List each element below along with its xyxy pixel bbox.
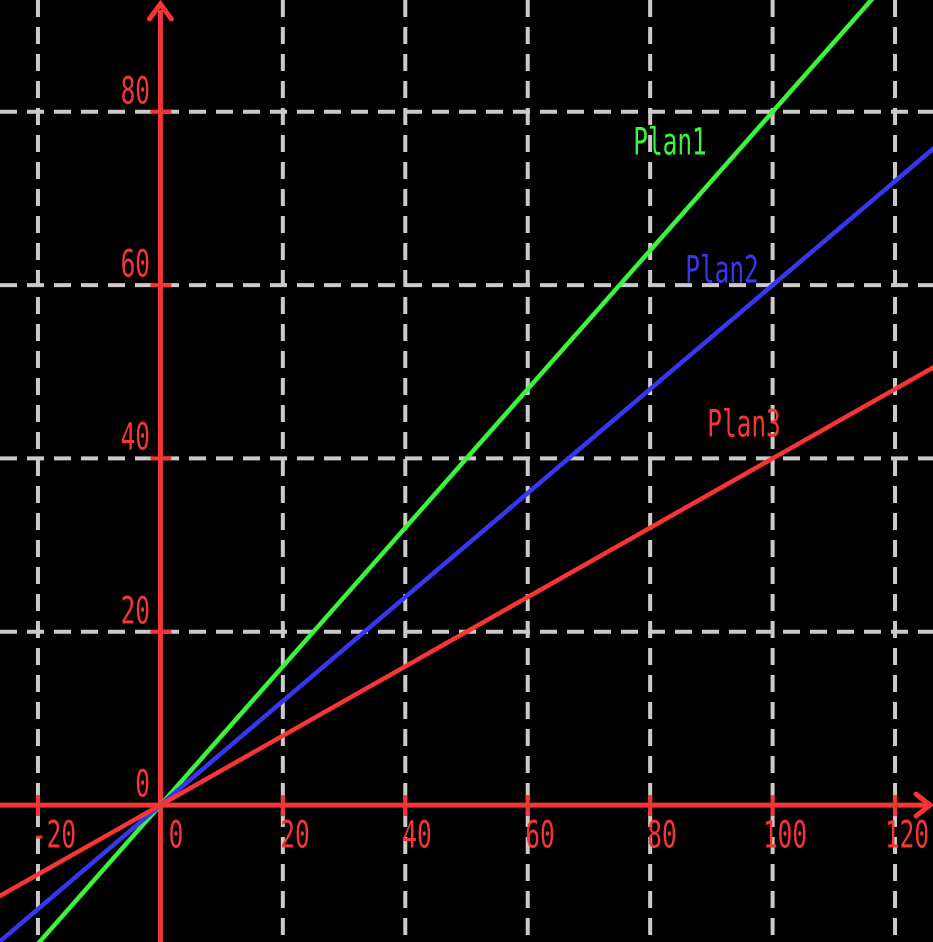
x-tick-label: 100 — [751, 817, 818, 854]
y-tick-label-text: 40 — [120, 415, 151, 459]
series-label-plan2: Plan2 — [666, 252, 777, 289]
x-tick-label: 20 — [273, 817, 318, 854]
x-tick-label-text: 40 — [402, 813, 432, 857]
series-label-plan2-text: Plan2 — [685, 248, 759, 292]
y-tick-label: 60 — [106, 242, 151, 286]
x-tick-label: -20 — [21, 817, 88, 854]
x-tick-label: 60 — [517, 817, 562, 854]
y-tick-label-text: 0 — [135, 762, 151, 806]
y-tick-label-text: 60 — [120, 242, 151, 286]
x-tick-label-text: 60 — [525, 813, 555, 857]
series-line-plan2 — [0, 145, 933, 942]
x-tick-label: 40 — [395, 817, 440, 854]
x-tick-label-text: 100 — [762, 813, 807, 857]
series-label-plan3-text: Plan3 — [707, 402, 781, 446]
y-tick-label: 20 — [106, 589, 151, 633]
series-label-plan1: Plan1 — [614, 124, 725, 161]
y-axis-arrow-icon — [146, 0, 174, 22]
x-tick-label-text: 80 — [647, 813, 677, 857]
x-tick-label-text: 0 — [169, 813, 184, 857]
y-tick-label-text: 80 — [120, 69, 151, 113]
series-line-plan3 — [0, 365, 933, 899]
series-label-plan1-text: Plan1 — [632, 120, 707, 164]
x-tick-label-text: 20 — [280, 813, 310, 857]
y-tick-label: 0 — [128, 762, 151, 806]
x-tick-label: 120 — [874, 817, 933, 854]
x-axis-arrow-icon — [913, 791, 933, 819]
x-tick-label-text: -20 — [31, 813, 77, 857]
y-tick-label: 40 — [106, 415, 151, 459]
series-label-plan3: Plan3 — [688, 405, 799, 442]
y-tick-label-text: 20 — [120, 589, 151, 633]
x-tick-label: 0 — [165, 817, 187, 854]
x-tick-label-text: 120 — [884, 813, 930, 857]
x-tick-label: 80 — [640, 817, 685, 854]
y-tick-label: 80 — [106, 69, 151, 113]
